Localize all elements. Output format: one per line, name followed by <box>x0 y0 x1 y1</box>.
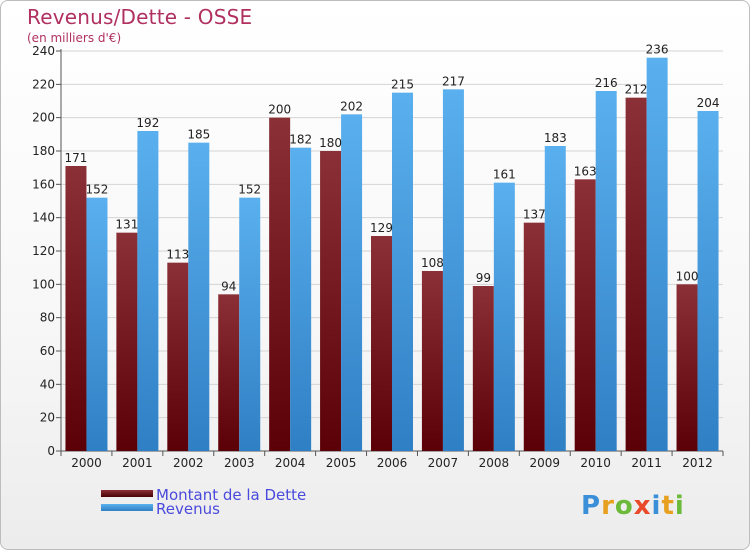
data-label-dette: 137 <box>523 208 546 222</box>
y-tick-label: 80 <box>40 311 55 325</box>
x-tick-label: 2006 <box>377 456 408 470</box>
x-tick-label: 2008 <box>479 456 510 470</box>
x-tick-label: 2010 <box>580 456 611 470</box>
bar-revenus-2000 <box>86 197 108 451</box>
data-label-revenus: 215 <box>391 78 414 92</box>
data-label-dette: 129 <box>370 221 393 235</box>
data-label-revenus: 152 <box>86 183 109 197</box>
y-tick-label: 160 <box>32 177 55 191</box>
x-tick-label: 2007 <box>428 456 459 470</box>
x-tick-label: 2009 <box>529 456 560 470</box>
data-label-dette: 100 <box>676 269 699 283</box>
bar-dette-2005 <box>320 151 342 451</box>
x-tick-label: 2000 <box>71 456 102 470</box>
data-label-dette: 163 <box>574 164 597 178</box>
bar-revenus-2006 <box>392 92 413 452</box>
bar-dette-2009 <box>523 222 545 451</box>
y-tick-label: 120 <box>32 244 55 258</box>
data-label-revenus: 192 <box>136 116 159 130</box>
bar-revenus-2003 <box>239 197 261 451</box>
bar-dette-2006 <box>371 236 392 451</box>
y-tick-label: 40 <box>40 377 55 391</box>
x-tick-label: 2012 <box>682 456 713 470</box>
data-label-revenus: 204 <box>697 96 720 110</box>
data-label-dette: 200 <box>268 103 291 117</box>
data-label-revenus: 152 <box>238 183 261 197</box>
bar-revenus-2010 <box>595 91 617 451</box>
y-tick-label: 0 <box>47 444 55 458</box>
data-label-dette: 180 <box>319 136 342 150</box>
bar-dette-2010 <box>574 179 596 452</box>
y-tick-label: 200 <box>32 111 55 125</box>
bar-revenus-2009 <box>544 146 566 451</box>
data-label-dette: 212 <box>625 83 648 97</box>
bar-revenus-2011 <box>646 57 668 452</box>
x-tick-label: 2001 <box>122 456 153 470</box>
data-label-dette: 108 <box>421 256 444 270</box>
bar-dette-2001 <box>116 232 138 451</box>
bar-dette-2003 <box>218 294 240 451</box>
bar-dette-2008 <box>472 286 494 451</box>
data-label-dette: 131 <box>115 218 138 232</box>
bar-dette-2012 <box>676 284 698 451</box>
legend-swatch-revenus <box>101 504 153 511</box>
bar-revenus-2007 <box>442 89 464 451</box>
bar-revenus-2005 <box>341 114 363 451</box>
bar-revenus-2002 <box>188 142 210 451</box>
y-tick-label: 180 <box>32 144 55 158</box>
x-tick-label: 2002 <box>173 456 204 470</box>
y-tick-label: 140 <box>32 211 55 225</box>
data-label-dette: 113 <box>166 248 189 262</box>
bar-dette-2007 <box>421 271 443 451</box>
bar-revenus-2004 <box>290 147 312 451</box>
bar-dette-2002 <box>167 262 189 451</box>
x-tick-label: 2011 <box>631 456 662 470</box>
data-label-revenus: 161 <box>493 168 516 182</box>
data-label-revenus: 217 <box>442 74 465 88</box>
data-label-dette: 94 <box>221 279 236 293</box>
data-label-dette: 99 <box>476 271 491 285</box>
bar-dette-2000 <box>65 166 87 451</box>
x-tick-label: 2005 <box>326 456 357 470</box>
bar-dette-2011 <box>625 97 647 452</box>
y-tick-label: 100 <box>32 277 55 291</box>
y-tick-label: 220 <box>32 77 55 91</box>
chart-title: Revenus/Dette - OSSE <box>27 5 253 29</box>
data-label-revenus: 216 <box>595 76 618 90</box>
legend-swatch-dette <box>101 490 153 497</box>
bar-revenus-2001 <box>137 131 159 451</box>
legend-label-dette: Montant de la Dette <box>156 486 307 504</box>
x-tick-label: 2004 <box>275 456 306 470</box>
x-tick-label: 2003 <box>224 456 255 470</box>
y-tick-label: 20 <box>40 411 55 425</box>
bar-revenus-2008 <box>493 182 515 451</box>
y-tick-label: 60 <box>40 344 55 358</box>
data-label-revenus: 183 <box>544 131 567 145</box>
data-label-dette: 171 <box>65 151 88 165</box>
chart-subtitle: (en milliers d'€) <box>27 31 122 45</box>
data-label-revenus: 185 <box>187 128 210 142</box>
legend-label-revenus: Revenus <box>156 500 220 518</box>
bar-dette-2004 <box>269 117 291 452</box>
data-label-revenus: 236 <box>646 43 669 57</box>
proxiti-logo: Proxiti <box>581 491 685 521</box>
y-tick-label: 240 <box>32 44 55 58</box>
bar-revenus-2012 <box>697 111 719 451</box>
data-label-revenus: 202 <box>340 99 363 113</box>
data-label-revenus: 182 <box>289 133 312 147</box>
